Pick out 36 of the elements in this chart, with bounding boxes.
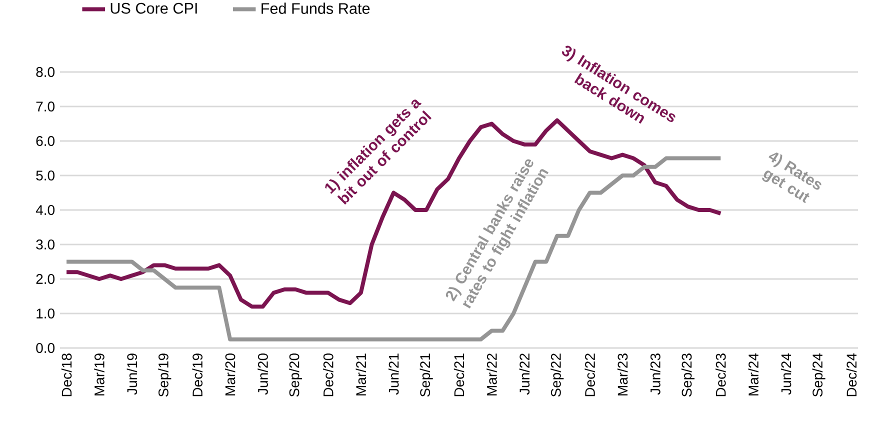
y-tick-label: 1.0 bbox=[36, 308, 55, 318]
x-tick-label: Dec/24 bbox=[846, 353, 857, 396]
x-tick-label: Jun/24 bbox=[780, 353, 792, 395]
x-tick-label: Mar/19 bbox=[94, 354, 104, 396]
x-tick-label: Sep/22 bbox=[550, 354, 564, 397]
x-tick-label: Mar/22 bbox=[486, 354, 497, 396]
y-tick-label: 8.0 bbox=[36, 67, 55, 77]
y-tick-label: 4.0 bbox=[36, 205, 55, 215]
y-tick-label: 2.0 bbox=[36, 274, 55, 284]
x-tick-label: Mar/21 bbox=[356, 354, 366, 396]
x-tick-label: Dec/18 bbox=[61, 354, 72, 396]
x-tick-label: Dec/22 bbox=[584, 354, 595, 396]
x-tick-label: Jun/21 bbox=[388, 354, 399, 395]
x-tick-label: Dec/21 bbox=[454, 354, 464, 396]
y-tick-label: 5.0 bbox=[36, 170, 55, 180]
x-tick-label: Mar/23 bbox=[617, 354, 628, 396]
y-tick-label: 3.0 bbox=[36, 240, 55, 250]
x-tick-label: Dec/19 bbox=[192, 354, 203, 396]
x-tick-label: Jun/22 bbox=[519, 354, 530, 395]
y-tick-label: 6.0 bbox=[36, 136, 55, 146]
x-tick-label: Jun/19 bbox=[126, 354, 138, 395]
x-tick-label: Dec/20 bbox=[323, 353, 334, 396]
x-tick-label: Sep/20 bbox=[288, 353, 302, 397]
x-tick-label: Sep/24 bbox=[812, 353, 826, 397]
legend-label: US Core CPI bbox=[110, 2, 197, 14]
x-tick-label: Mar/20 bbox=[224, 353, 236, 396]
x-tick-label: Jun/23 bbox=[650, 354, 660, 395]
x-tick-label: Sep/21 bbox=[420, 354, 433, 397]
x-tick-label: Dec/23 bbox=[716, 354, 726, 396]
legend-label: Fed Funds Rate bbox=[262, 2, 370, 14]
y-tick-label: 0.0 bbox=[36, 343, 55, 353]
x-tick-label: Jun/20 bbox=[258, 353, 268, 395]
x-tick-label: Sep/23 bbox=[681, 354, 694, 397]
x-tick-label: Mar/24 bbox=[748, 353, 758, 396]
x-tick-label: Sep/19 bbox=[158, 354, 172, 397]
y-tick-label: 7.0 bbox=[36, 102, 55, 112]
